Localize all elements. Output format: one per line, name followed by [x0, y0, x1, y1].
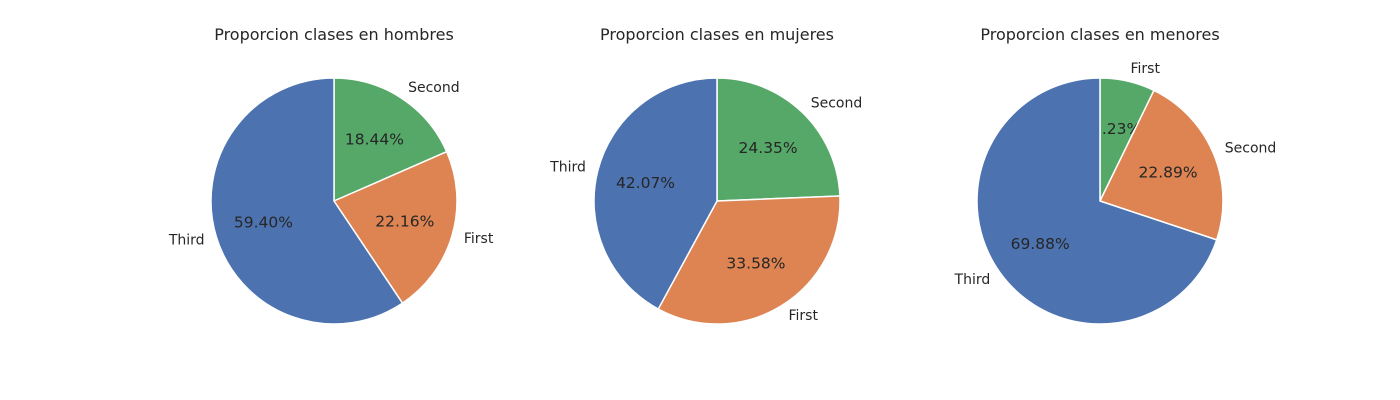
pie-chart-men: Proporcion clases en hombres 18.44% Secon… — [168, 25, 494, 325]
pie-percentage-label: 59.40% — [234, 213, 293, 231]
pie-percentage-label: 22.16% — [375, 213, 434, 231]
pie-category-label: Third — [954, 272, 991, 288]
pie-category-label: First — [464, 231, 494, 247]
pie-category-label: Second — [811, 95, 863, 111]
pie-category-label: Third — [549, 160, 586, 176]
pie-category-label: Second — [1225, 141, 1277, 157]
chart-title: Proporcion clases en menores — [980, 25, 1219, 44]
pie-slice-first — [333, 150, 458, 304]
chart-title: Proporcion clases en hombres — [214, 25, 454, 44]
pie-percentage-label: 18.44% — [345, 130, 404, 148]
pie-slice-first — [657, 195, 841, 325]
pie-chart-women: Proporcion clases en mujeres 24.35% Secon… — [549, 25, 863, 325]
pie-chart-minors: Proporcion clases en menores 7.23% First 2… — [954, 25, 1277, 325]
pie-category-label: Third — [168, 232, 205, 248]
pie-percentage-label: 22.89% — [1138, 163, 1197, 181]
pie-slice-second — [1099, 89, 1224, 241]
pie-percentage-label: 7.23% — [1092, 120, 1141, 138]
pie-slice-second — [333, 77, 448, 202]
pie-category-label: Second — [408, 80, 460, 96]
pie-percentage-label: 42.07% — [616, 174, 675, 192]
pie-percentage-label: 33.58% — [726, 255, 785, 273]
pie-slice-second — [716, 77, 841, 202]
pie-slices: 24.35% Second 33.58% First 42.07% Third — [549, 77, 863, 325]
pie-slice-third — [210, 77, 404, 325]
pie-percentage-label: 24.35% — [739, 139, 798, 157]
pie-slice-third — [593, 77, 718, 310]
pie-category-label: First — [788, 308, 818, 324]
pie-slices: 18.44% Second 22.16% First 59.40% Third — [168, 77, 494, 325]
pie-slices: 7.23% First 22.89% Second 69.88% Third — [954, 61, 1277, 325]
pie-category-label: First — [1130, 61, 1160, 77]
pie-percentage-label: 69.88% — [1011, 235, 1070, 253]
pie-slice-third — [976, 77, 1218, 325]
chart-title: Proporcion clases en mujeres — [600, 25, 834, 44]
